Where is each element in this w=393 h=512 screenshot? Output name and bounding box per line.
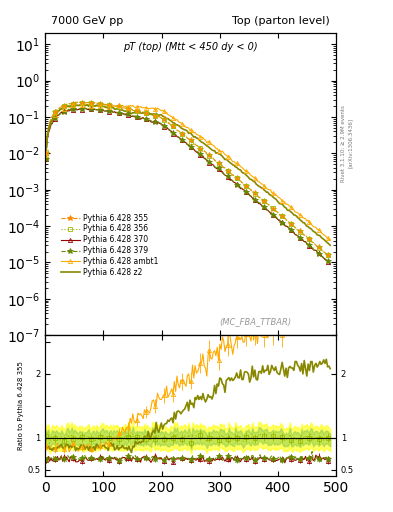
Text: pT (top) (Mtt < 450 dy < 0): pT (top) (Mtt < 450 dy < 0) xyxy=(123,42,258,52)
Text: (MC_FBA_TTBAR): (MC_FBA_TTBAR) xyxy=(220,317,292,326)
Text: Rivet 3.1.10; ≥ 2.9M events: Rivet 3.1.10; ≥ 2.9M events xyxy=(341,105,346,182)
Text: [arXiv:1306.3436]: [arXiv:1306.3436] xyxy=(348,118,353,168)
Text: 7000 GeV pp: 7000 GeV pp xyxy=(51,16,123,26)
Text: Top (parton level): Top (parton level) xyxy=(232,16,330,26)
Legend: Pythia 6.428 355, Pythia 6.428 356, Pythia 6.428 370, Pythia 6.428 379, Pythia 6: Pythia 6.428 355, Pythia 6.428 356, Pyth… xyxy=(61,214,158,277)
Y-axis label: Ratio to Pythia 6.428 355: Ratio to Pythia 6.428 355 xyxy=(18,361,24,450)
